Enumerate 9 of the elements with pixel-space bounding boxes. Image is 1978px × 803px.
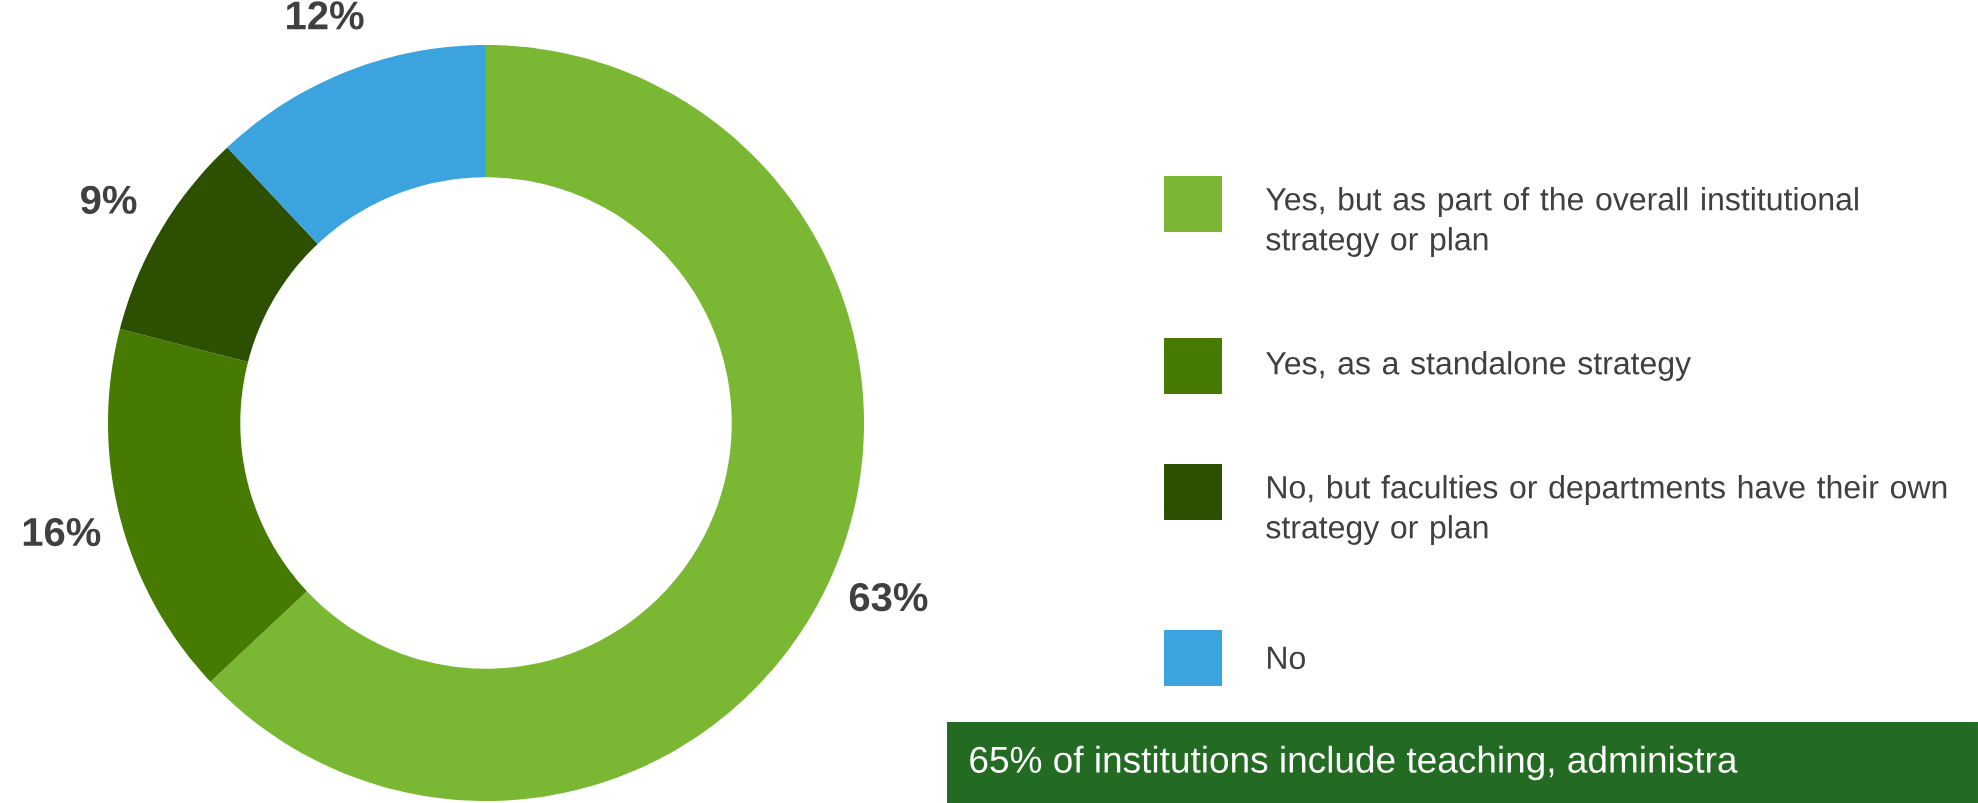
legend-label: Yes, but as part of the overall institutional strategy or plan [1266, 187, 1858, 257]
data-label: 12% [287, 1, 364, 30]
data-label: 63% [849, 582, 928, 612]
legend-label: No, but faculties or departments have their own strategy or plan [1266, 475, 1947, 545]
data-label: 9% [81, 185, 137, 214]
data-label: 16% [23, 517, 101, 547]
legend-label: No [1268, 646, 1305, 670]
legend-label: Yes, as a standalone strategy [1266, 351, 1692, 381]
text: 65% of institutions include teaching, administra [970, 745, 1738, 781]
